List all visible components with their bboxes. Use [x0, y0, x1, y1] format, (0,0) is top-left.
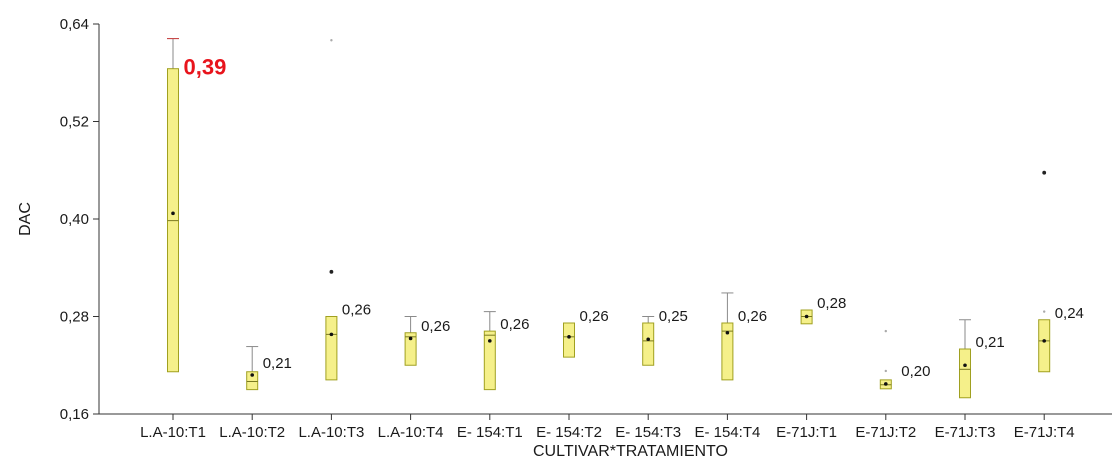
- box-group: 0,26: [721, 292, 767, 381]
- box-value-label: 0,20: [901, 363, 930, 380]
- x-tick-label: L.A-10:T1: [140, 424, 206, 441]
- x-tick-label: E-71J:T4: [1014, 424, 1075, 441]
- x-ticks: L.A-10:T1 L.A-10:T2 L.A-10:T3 L.A-10:T4 E- 1…: [140, 414, 1075, 441]
- mean-marker: [884, 382, 888, 386]
- x-tick-label: E- 154:T1: [457, 424, 523, 441]
- x-tick-label: E-71J:T1: [776, 424, 837, 441]
- box-value-label: 0,26: [580, 308, 609, 325]
- box-group: 0,26: [325, 39, 371, 381]
- outlier-point: [329, 269, 334, 274]
- box: [1038, 319, 1051, 373]
- box-value-label: 0,26: [342, 302, 371, 319]
- mean-marker: [250, 373, 254, 377]
- x-tick-label: L.A-10:T2: [219, 424, 285, 441]
- box-value-label: 0,24: [1055, 305, 1084, 322]
- box-group: 0,28: [800, 295, 846, 325]
- outlier-point: [330, 39, 333, 42]
- box-group: 0,39: [167, 38, 227, 373]
- x-tick-label: E- 154:T3: [615, 424, 681, 441]
- box: [325, 316, 338, 381]
- box-value-label: 0,26: [421, 318, 450, 335]
- box-group: 0,26: [483, 311, 530, 391]
- box-group: 0,20: [879, 329, 931, 390]
- box: [721, 322, 734, 381]
- y-tick-label: 0,40: [60, 211, 89, 228]
- y-ticks: 0,16 0,28 0,40 0,52 0,64: [60, 16, 99, 423]
- box-group: 0,21: [959, 319, 1005, 399]
- outlier-point: [884, 329, 887, 333]
- y-tick-label: 0,16: [60, 406, 89, 423]
- box-group: 0,24: [1038, 170, 1084, 373]
- box-group: 0,25: [642, 308, 688, 366]
- x-tick-label: E- 154:T2: [536, 424, 602, 441]
- outlier-point: [1042, 170, 1047, 175]
- box-value-label: 0,26: [738, 308, 767, 325]
- box: [642, 322, 655, 366]
- x-tick-label: E-71J:T2: [855, 424, 916, 441]
- y-tick-label: 0,64: [60, 16, 89, 33]
- mean-marker: [488, 339, 492, 343]
- mean-marker: [329, 332, 334, 337]
- y-axis-title: DAC: [17, 202, 34, 236]
- box-value-label: 0,28: [817, 295, 846, 312]
- highlight-value-label: 0,39: [184, 55, 227, 80]
- mean-marker: [963, 363, 967, 368]
- box: [959, 348, 971, 399]
- y-tick-label: 0,28: [60, 309, 89, 326]
- box: [246, 371, 259, 391]
- box-group: 0,21: [246, 346, 292, 391]
- outlier-point: [1043, 310, 1046, 313]
- y-tick-label: 0,52: [60, 114, 89, 131]
- box: [483, 330, 496, 391]
- box-group: 0,26: [404, 316, 450, 366]
- box: [563, 322, 575, 358]
- mean-marker: [408, 336, 413, 341]
- x-tick-label: E- 154:T4: [694, 424, 760, 441]
- box-value-label: 0,25: [659, 308, 688, 325]
- box: [404, 332, 417, 366]
- box-value-label: 0,26: [500, 316, 529, 333]
- mean-marker: [171, 211, 175, 216]
- x-tick-label: L.A-10:T4: [378, 424, 444, 441]
- x-axis-title: CULTIVAR*TRATAMIENTO: [533, 443, 728, 460]
- outlier-point: [884, 369, 887, 373]
- mean-marker: [646, 337, 650, 342]
- x-tick-label: L.A-10:T3: [298, 424, 364, 441]
- box-group: 0,26: [563, 308, 609, 358]
- boxes: 0,39 0,21 0,26 0,26 0,26 0,26 0,25 0,26 0,28 0,20…: [167, 38, 1084, 399]
- x-tick-label: E-71J:T3: [935, 424, 996, 441]
- mean-marker: [725, 330, 730, 335]
- mean-marker: [1042, 339, 1046, 343]
- mean-marker: [567, 335, 571, 339]
- box-value-label: 0,21: [263, 355, 292, 372]
- box-value-label: 0,21: [976, 334, 1005, 351]
- mean-marker: [804, 314, 809, 319]
